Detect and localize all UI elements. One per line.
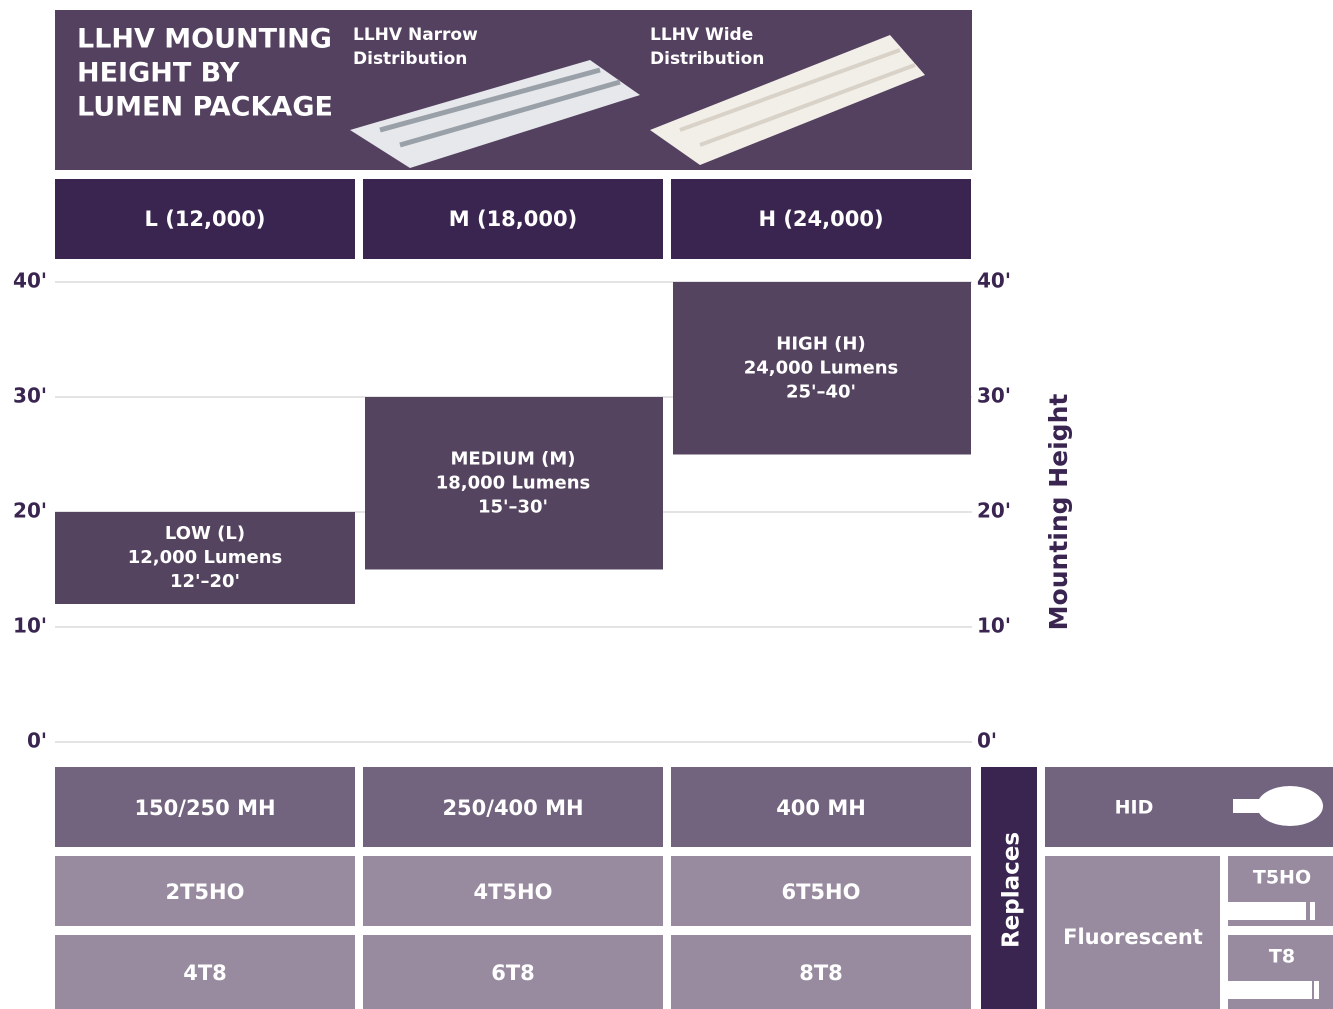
bar-lumens: 12,000 Lumens (128, 547, 283, 568)
category-header (363, 179, 663, 259)
bar-range: 25'–40' (786, 381, 856, 402)
replaces-label: Replaces (999, 832, 1025, 948)
category-label: L (12,000) (145, 207, 266, 231)
subtype-label: T8 (1269, 946, 1295, 968)
category-label: H (24,000) (758, 207, 883, 231)
replaces-text: 150/250 MH (134, 796, 275, 820)
fluorescent-label: Fluorescent (1063, 925, 1203, 949)
narrow-fixture (350, 60, 640, 168)
replaces-cell (55, 935, 355, 1009)
replaces-text: 2T5HO (166, 880, 245, 904)
replaces-text: 250/400 MH (442, 796, 583, 820)
tube-icon (1228, 981, 1312, 999)
replaces-text: 6T8 (491, 961, 535, 985)
hid-label: HID (1115, 797, 1154, 819)
tube-icon (1228, 902, 1306, 920)
wide-fixture (650, 35, 925, 165)
category-label: M (18,000) (449, 207, 577, 231)
replaces-cell (363, 935, 663, 1009)
replaces-text: 4T5HO (474, 880, 553, 904)
y-tick-label: 20' (13, 499, 47, 523)
y2-tick-label: 20' (977, 499, 1011, 523)
replaces-text: 4T8 (183, 961, 227, 985)
y-axis-label: Mounting Height (1044, 394, 1073, 631)
replaces-text: 8T8 (799, 961, 843, 985)
bar-lumens: 24,000 Lumens (744, 357, 899, 378)
hid-bulb-icon (1257, 786, 1323, 826)
title-line: HEIGHT BY (77, 58, 240, 89)
subtype-label: T5HO (1253, 867, 1311, 889)
bar-name: HIGH (H) (776, 333, 865, 354)
bar-name: LOW (L) (165, 523, 245, 544)
y2-tick-label: 30' (977, 384, 1011, 408)
title-line: LLHV MOUNTING (77, 24, 332, 55)
y-tick-label: 10' (13, 614, 47, 638)
y2-tick-label: 0' (977, 729, 997, 753)
category-header (671, 179, 971, 259)
replaces-cell (55, 767, 355, 847)
y-tick-label: 40' (13, 269, 47, 293)
bar-range: 12'–20' (170, 571, 240, 592)
replaces-cell (671, 935, 971, 1009)
tube-pin (1314, 981, 1319, 999)
product-label: Distribution (353, 49, 467, 69)
bar-range: 15'–30' (478, 496, 548, 517)
replaces-cell (671, 767, 971, 847)
y2-tick-label: 40' (977, 269, 1011, 293)
category-header (55, 179, 355, 259)
replaces-cell (671, 856, 971, 926)
replaces-cell (55, 856, 355, 926)
replaces-cell (363, 856, 663, 926)
y2-tick-label: 10' (977, 614, 1011, 638)
product-label: LLHV Narrow (353, 25, 478, 45)
replaces-text: 400 MH (776, 796, 866, 820)
replaces-text: 6T5HO (782, 880, 861, 904)
hid-base-icon (1233, 799, 1259, 813)
replaces-header (981, 767, 1037, 1009)
bar-lumens: 18,000 Lumens (436, 472, 591, 493)
tube-pin (1310, 902, 1315, 920)
y-tick-label: 0' (27, 729, 47, 753)
product-label: Distribution (650, 49, 764, 69)
y-tick-label: 30' (13, 384, 47, 408)
range-bar (365, 397, 663, 570)
title-line: LUMEN PACKAGE (77, 92, 333, 123)
range-bar (55, 512, 355, 604)
fluorescent-cell (1045, 856, 1220, 1009)
replaces-cell (363, 767, 663, 847)
range-bar (673, 282, 971, 455)
bar-name: MEDIUM (M) (450, 448, 575, 469)
product-label: LLHV Wide (650, 25, 753, 45)
